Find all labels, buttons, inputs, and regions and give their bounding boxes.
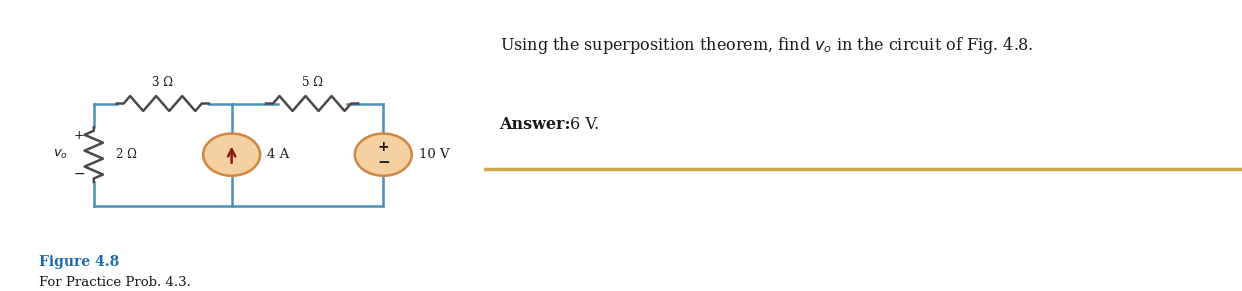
Text: −: − [73, 166, 84, 180]
Text: 5 Ω: 5 Ω [302, 76, 323, 89]
Text: $v_o$: $v_o$ [53, 148, 68, 161]
Text: 10 V: 10 V [419, 148, 450, 161]
Text: Answer:: Answer: [499, 116, 576, 133]
Circle shape [355, 134, 412, 176]
Text: Practice Problem 4.3: Practice Problem 4.3 [29, 14, 307, 38]
Text: 6 V.: 6 V. [570, 116, 599, 133]
Text: For Practice Prob. 4.3.: For Practice Prob. 4.3. [39, 276, 190, 289]
Text: 3 Ω: 3 Ω [153, 76, 173, 89]
Text: +: + [73, 129, 84, 142]
Text: 4 A: 4 A [267, 148, 289, 161]
Text: −: − [376, 155, 390, 170]
Text: +: + [378, 140, 389, 154]
Text: Using the superposition theorem, find $v_o$ in the circuit of Fig. 4.8.: Using the superposition theorem, find $v… [499, 35, 1033, 56]
Circle shape [204, 134, 260, 176]
Text: Figure 4.8: Figure 4.8 [39, 255, 119, 269]
Text: 2 Ω: 2 Ω [116, 148, 137, 161]
